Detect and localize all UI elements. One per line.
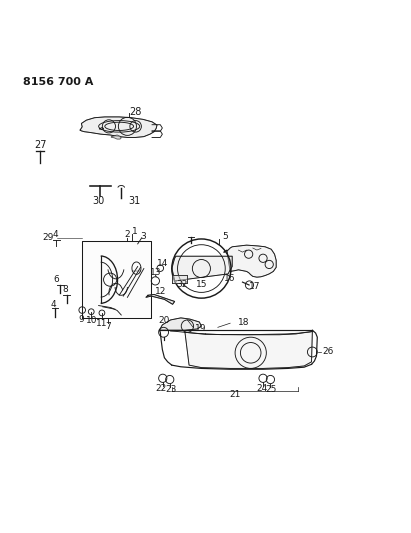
Polygon shape (172, 274, 187, 283)
Text: 2: 2 (125, 230, 130, 239)
Text: 28: 28 (129, 107, 142, 117)
Text: 27: 27 (34, 140, 46, 150)
Polygon shape (159, 318, 201, 330)
Text: 3: 3 (140, 232, 146, 241)
Text: 8: 8 (62, 286, 68, 294)
Polygon shape (224, 245, 276, 277)
Text: 11: 11 (96, 319, 108, 328)
Polygon shape (146, 294, 175, 304)
Text: 29: 29 (42, 233, 54, 242)
Text: 16: 16 (224, 274, 236, 284)
Polygon shape (111, 135, 121, 139)
Polygon shape (80, 117, 157, 138)
Text: 13: 13 (150, 268, 161, 277)
Text: 18: 18 (238, 318, 249, 327)
Polygon shape (82, 241, 151, 318)
Text: 15: 15 (196, 280, 207, 289)
Text: 14: 14 (157, 259, 168, 268)
Text: 6: 6 (54, 275, 60, 284)
Text: 24: 24 (256, 384, 268, 393)
Text: 7: 7 (105, 321, 111, 330)
Polygon shape (185, 332, 312, 368)
Text: 26: 26 (323, 348, 334, 357)
Text: 19: 19 (195, 325, 206, 334)
Polygon shape (172, 256, 232, 281)
Text: 30: 30 (92, 196, 105, 206)
Text: 8156 700 A: 8156 700 A (23, 77, 93, 87)
Text: 22: 22 (155, 384, 167, 393)
Text: 5: 5 (222, 232, 228, 241)
Text: 31: 31 (128, 196, 141, 206)
Text: 10: 10 (85, 316, 97, 325)
Text: 1: 1 (132, 227, 138, 236)
Text: 32: 32 (176, 280, 187, 289)
Text: 20: 20 (159, 316, 170, 325)
Text: 12: 12 (155, 287, 166, 296)
Text: 23: 23 (165, 385, 176, 394)
Text: 4: 4 (52, 230, 58, 239)
Text: 4: 4 (51, 300, 56, 309)
Text: 25: 25 (266, 385, 277, 394)
Text: 17: 17 (249, 282, 261, 290)
Text: 9: 9 (79, 314, 84, 324)
Text: 21: 21 (229, 390, 241, 399)
